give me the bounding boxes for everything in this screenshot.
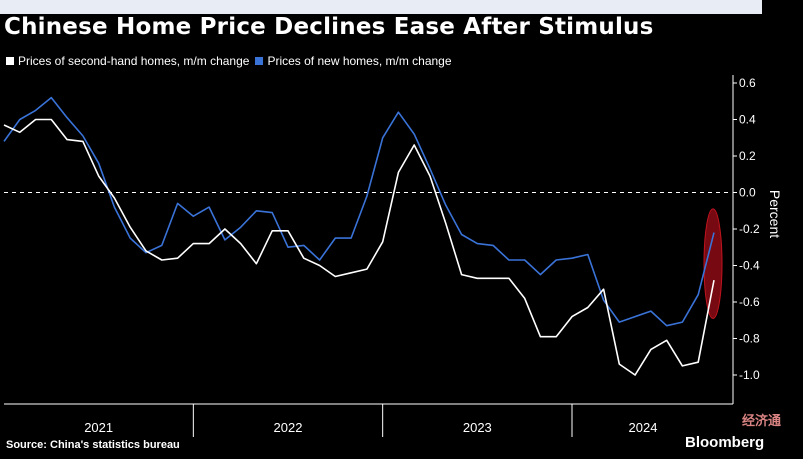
top-bar — [0, 0, 762, 14]
highlight-ellipse — [703, 208, 723, 319]
x-tick-label: 2021 — [84, 420, 113, 435]
legend-item-new-homes: Prices of new homes, m/m change — [255, 54, 452, 68]
series-line-new-homes — [3, 96, 715, 327]
y-axis-title: Percent — [767, 190, 783, 238]
x-tick-label: 2024 — [629, 420, 658, 435]
y-tick-label: -0.2 — [739, 222, 760, 236]
legend-swatch-new-homes — [255, 57, 264, 65]
y-tick-label: -0.8 — [739, 332, 760, 346]
y-tick-label: 0.4 — [739, 113, 756, 127]
brand-logo: Bloomberg — [685, 434, 765, 451]
y-tick-label: -0.6 — [739, 295, 760, 309]
legend-label-second-hand: Prices of second-hand homes, m/m change — [18, 54, 250, 68]
x-tick-label: 2022 — [274, 420, 303, 435]
y-tick-label: 0.0 — [739, 186, 756, 200]
series-line-second-hand — [3, 118, 715, 376]
legend-item-second-hand: Prices of second-hand homes, m/m change — [6, 54, 249, 68]
y-tick-label: 0.6 — [739, 76, 756, 90]
legend-swatch-second-hand — [6, 57, 14, 65]
x-tick-label: 2023 — [463, 420, 492, 435]
y-tick-label: -0.4 — [739, 259, 760, 273]
chart-title: Chinese Home Price Declines Ease After S… — [4, 14, 654, 40]
chart-legend: Prices of second-hand homes, m/m change … — [6, 54, 458, 68]
y-tick-label: 0.2 — [739, 149, 756, 163]
legend-label-new-homes: Prices of new homes, m/m change — [267, 54, 452, 68]
y-tick-label: -1.0 — [739, 368, 760, 382]
watermark-logo: 经济通 — [742, 413, 782, 428]
source-note: Source: China's statistics bureau — [6, 439, 180, 451]
